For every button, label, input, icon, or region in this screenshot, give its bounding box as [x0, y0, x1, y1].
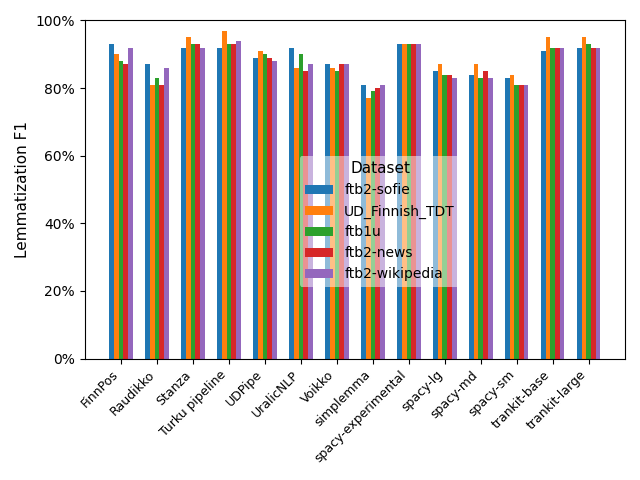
Bar — [227, 44, 231, 359]
Bar — [268, 58, 272, 359]
Bar — [155, 78, 159, 359]
Bar — [541, 51, 546, 359]
Bar — [546, 37, 550, 359]
Bar — [505, 78, 510, 359]
Bar — [335, 71, 339, 359]
Bar — [330, 68, 335, 359]
Bar — [114, 54, 118, 359]
Bar — [258, 51, 262, 359]
Bar — [231, 44, 236, 359]
Bar — [294, 68, 299, 359]
Bar — [186, 37, 191, 359]
Bar — [150, 85, 155, 359]
Bar — [519, 85, 524, 359]
Bar — [371, 92, 375, 359]
Bar — [447, 74, 452, 359]
Bar — [411, 44, 416, 359]
Bar — [380, 85, 385, 359]
Bar — [474, 64, 479, 359]
Bar — [560, 48, 564, 359]
Bar — [303, 71, 308, 359]
Bar — [469, 74, 474, 359]
Legend: ftb2-sofie, UD_Finnish_TDT, ftb1u, ftb2-news, ftb2-wikipedia: ftb2-sofie, UD_Finnish_TDT, ftb1u, ftb2-… — [300, 156, 460, 287]
Bar — [124, 64, 128, 359]
Bar — [406, 44, 411, 359]
Bar — [145, 64, 150, 359]
Bar — [550, 48, 555, 359]
Bar — [596, 48, 600, 359]
Bar — [375, 88, 380, 359]
Bar — [515, 85, 519, 359]
Bar — [200, 48, 205, 359]
Bar — [236, 41, 241, 359]
Bar — [577, 48, 582, 359]
Bar — [159, 85, 164, 359]
Bar — [195, 44, 200, 359]
Bar — [488, 78, 493, 359]
Bar — [191, 44, 195, 359]
Bar — [128, 48, 132, 359]
Bar — [344, 64, 349, 359]
Bar — [289, 48, 294, 359]
Bar — [217, 48, 222, 359]
Bar — [397, 44, 402, 359]
Bar — [253, 58, 258, 359]
Bar — [262, 54, 268, 359]
Bar — [586, 44, 591, 359]
Bar — [402, 44, 406, 359]
Bar — [438, 64, 442, 359]
Bar — [416, 44, 420, 359]
Bar — [555, 48, 560, 359]
Bar — [164, 68, 169, 359]
Bar — [299, 54, 303, 359]
Bar — [118, 61, 124, 359]
Bar — [510, 74, 515, 359]
Bar — [222, 31, 227, 359]
Bar — [361, 85, 366, 359]
Bar — [479, 78, 483, 359]
Bar — [272, 61, 276, 359]
Y-axis label: Lemmatization F1: Lemmatization F1 — [15, 121, 30, 258]
Bar — [109, 44, 114, 359]
Bar — [452, 78, 456, 359]
Bar — [433, 71, 438, 359]
Bar — [524, 85, 529, 359]
Bar — [582, 37, 586, 359]
Bar — [339, 64, 344, 359]
Bar — [366, 98, 371, 359]
Bar — [442, 74, 447, 359]
Bar — [308, 64, 312, 359]
Bar — [483, 71, 488, 359]
Bar — [181, 48, 186, 359]
Bar — [591, 48, 596, 359]
Bar — [325, 64, 330, 359]
